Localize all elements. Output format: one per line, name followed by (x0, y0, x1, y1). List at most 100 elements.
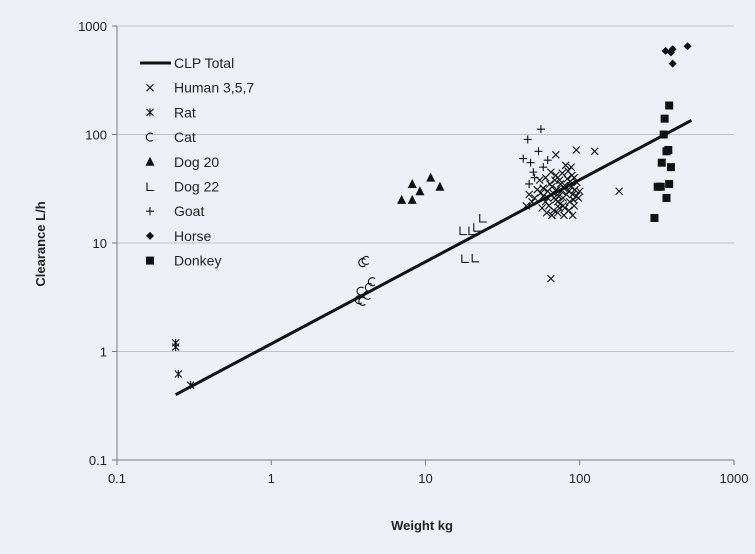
point-human-3-5-7 (547, 168, 555, 177)
legend: CLP Total Human 3,5,7 Rat Cat Dog 20 Dog 22 Go… (140, 55, 254, 269)
point-cat (358, 258, 366, 268)
point-human-3-5-7 (568, 171, 576, 180)
point-dog-20 (435, 181, 445, 191)
point-cat (367, 277, 376, 287)
point-rat (174, 370, 183, 379)
point-human-3-5-7 (615, 187, 624, 196)
point-horse (666, 48, 675, 57)
point-human-3-5-7 (574, 194, 583, 202)
point-donkey (665, 101, 674, 110)
point-dog-22 (471, 253, 480, 263)
point-human-3-5-7 (548, 211, 556, 220)
legend-label-dog-22: Dog 22 (174, 179, 219, 195)
legend-marker-dog-22 (146, 182, 154, 192)
point-human-3-5-7 (554, 192, 563, 201)
point-goat (536, 125, 545, 134)
legend-label-clp-total: CLP Total (174, 55, 234, 71)
legend-marker-horse (146, 231, 154, 240)
point-human-3-5-7 (551, 171, 560, 180)
x-tick-label: 100 (569, 471, 591, 486)
legend-label-cat: Cat (174, 129, 196, 145)
point-dog-20 (415, 186, 425, 196)
legend-label-rat: Rat (174, 104, 196, 120)
point-goat (529, 168, 538, 177)
fit-line-layer (174, 119, 693, 397)
point-human-3-5-7 (553, 208, 562, 217)
point-cat (356, 286, 365, 296)
point-human-3-5-7 (560, 184, 568, 193)
point-donkey (662, 193, 671, 202)
y-axis-title: Clearance L/h (33, 201, 48, 286)
point-human-3-5-7 (575, 187, 584, 196)
point-human-3-5-7 (566, 177, 575, 186)
y-tick-label: 10 (93, 236, 107, 251)
legend-label-dog-20: Dog 20 (174, 154, 219, 170)
point-human-3-5-7 (525, 190, 534, 199)
legend-marker-human-3-5-7 (146, 83, 154, 92)
point-human-3-5-7 (561, 161, 570, 170)
x-tick-label: 10 (418, 471, 432, 486)
point-donkey (650, 213, 659, 222)
point-donkey (659, 130, 668, 139)
y-tick-label: 1000 (78, 19, 107, 34)
x-tick-label: 1000 (720, 471, 749, 486)
point-goat (534, 147, 543, 156)
point-donkey (660, 114, 669, 123)
x-tick-label: 1 (268, 471, 275, 486)
axes: 0.1 1 10 100 1000 0.1 1 10 100 1000 (78, 19, 748, 486)
point-human-3-5-7 (549, 188, 557, 197)
point-human-3-5-7 (542, 208, 551, 217)
point-dog-22 (479, 213, 487, 223)
point-rat (186, 381, 195, 390)
point-human-3-5-7 (570, 185, 579, 194)
legend-marker-cat (145, 132, 154, 142)
point-cat (364, 282, 373, 292)
point-human-3-5-7 (539, 192, 548, 201)
legend-marker-donkey (146, 256, 154, 265)
point-human-3-5-7 (539, 184, 548, 193)
y-tick-label: 100 (85, 128, 107, 143)
point-donkey (656, 182, 665, 191)
point-goat (530, 173, 539, 182)
point-human-3-5-7 (528, 197, 536, 206)
point-donkey (666, 163, 675, 172)
point-human-3-5-7 (572, 146, 581, 154)
point-human-3-5-7 (568, 211, 577, 220)
point-donkey (665, 179, 674, 188)
gridlines (117, 25, 734, 352)
data-points-layer (171, 42, 692, 390)
point-donkey (664, 145, 673, 154)
point-dog-20 (397, 194, 407, 204)
point-goat (526, 158, 535, 167)
point-human-3-5-7 (560, 181, 569, 190)
point-human-3-5-7 (547, 274, 555, 283)
point-human-3-5-7 (551, 176, 559, 184)
y-tick-label: 1 (100, 345, 107, 360)
point-human-3-5-7 (551, 150, 560, 159)
point-dog-22 (459, 226, 467, 236)
point-dog-22 (461, 254, 469, 264)
point-horse (668, 59, 677, 68)
point-rat (171, 343, 180, 352)
legend-label-donkey: Donkey (174, 253, 221, 269)
point-human-3-5-7 (562, 190, 571, 199)
point-human-3-5-7 (545, 180, 554, 188)
point-goat (525, 179, 534, 188)
legend-label-human-3-5-7: Human 3,5,7 (174, 80, 254, 96)
point-cat (361, 255, 370, 266)
point-dog-22 (473, 223, 481, 232)
point-goat (539, 163, 548, 172)
legend-label-goat: Goat (174, 203, 204, 219)
y-tick-label: 0.1 (89, 453, 107, 468)
point-human-3-5-7 (569, 195, 578, 204)
legend-marker-goat (146, 207, 154, 216)
point-goat (519, 154, 528, 163)
point-human-3-5-7 (533, 185, 542, 194)
point-human-3-5-7 (550, 206, 558, 215)
point-human-3-5-7 (590, 147, 599, 156)
x-tick-label: 0.1 (108, 471, 126, 486)
point-horse (683, 42, 692, 51)
point-dog-22 (468, 226, 476, 236)
point-human-3-5-7 (522, 201, 531, 210)
